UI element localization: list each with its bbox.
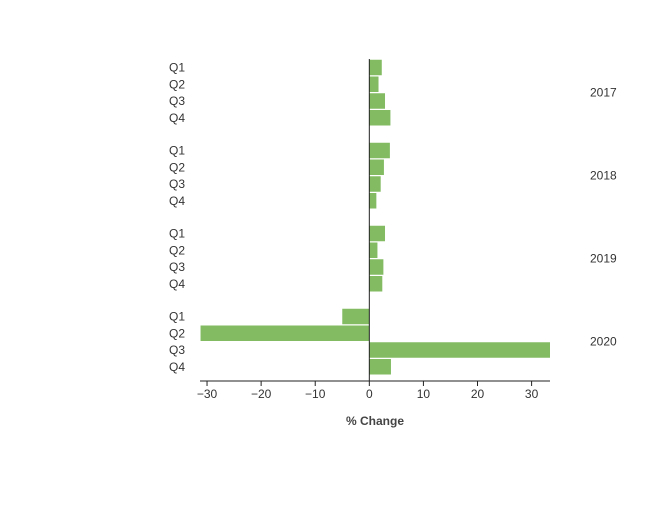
x-axis-ticks: −30 −20 −10 0 10 20 30 <box>197 381 539 401</box>
x-tick-label: 10 <box>417 387 431 401</box>
bar-2020-q1 <box>342 308 370 325</box>
category-label-2017-q4: Q4 <box>169 111 185 125</box>
category-label-2017-q2: Q2 <box>169 77 185 91</box>
category-label-2020-q2: Q2 <box>169 326 185 340</box>
category-label-2018-q1: Q1 <box>169 144 185 158</box>
category-label-2019-q2: Q2 <box>169 243 185 257</box>
bar-2020-q4 <box>369 359 391 375</box>
x-tick-label: 20 <box>471 387 485 401</box>
group-label-2017: 2017 <box>590 86 617 100</box>
bar-2018-q4 <box>369 193 377 209</box>
x-tick-label: −30 <box>197 387 218 401</box>
bar-2020-q2 <box>200 325 370 341</box>
category-label-2018-q2: Q2 <box>169 160 185 174</box>
category-labels: Q1 Q2 Q3 Q4 Q1 Q2 Q3 Q4 Q1 Q2 Q3 Q4 Q1 Q2 Q3 Q4 <box>169 61 185 374</box>
x-axis-title: % Change <box>346 414 404 428</box>
category-label-2018-q3: Q3 <box>169 177 185 191</box>
category-label-2019-q3: Q3 <box>169 260 185 274</box>
category-label-2019-q4: Q4 <box>169 277 185 291</box>
bars-layer <box>200 59 550 375</box>
x-tick-label: −10 <box>305 387 326 401</box>
group-label-2020: 2020 <box>590 335 617 349</box>
group-label-2018: 2018 <box>590 169 617 183</box>
category-label-2020-q3: Q3 <box>169 343 185 357</box>
group-label-2019: 2019 <box>590 252 617 266</box>
bar-2019-q3 <box>369 259 384 275</box>
category-label-2017-q1: Q1 <box>169 61 185 75</box>
bar-2020-q3 <box>369 342 550 358</box>
x-tick-label: −20 <box>251 387 272 401</box>
category-label-2020-q4: Q4 <box>169 360 185 374</box>
bar-2019-q2 <box>369 242 378 258</box>
bar-2017-q1 <box>369 59 382 76</box>
x-tick-label: 30 <box>525 387 539 401</box>
bar-2018-q2 <box>369 159 384 175</box>
bar-2017-q3 <box>369 93 386 109</box>
bar-2018-q1 <box>369 142 390 159</box>
bar-2018-q3 <box>369 176 381 192</box>
bar-2019-q1 <box>369 225 386 242</box>
group-labels: 2017 2018 2019 2020 <box>590 86 617 349</box>
category-label-2017-q3: Q3 <box>169 94 185 108</box>
bar-2019-q4 <box>369 276 383 292</box>
category-label-2019-q1: Q1 <box>169 227 185 241</box>
x-tick-label: 0 <box>366 387 373 401</box>
bar-2017-q2 <box>369 76 379 92</box>
category-label-2020-q1: Q1 <box>169 310 185 324</box>
bar-2017-q4 <box>369 110 391 126</box>
category-label-2018-q4: Q4 <box>169 194 185 208</box>
